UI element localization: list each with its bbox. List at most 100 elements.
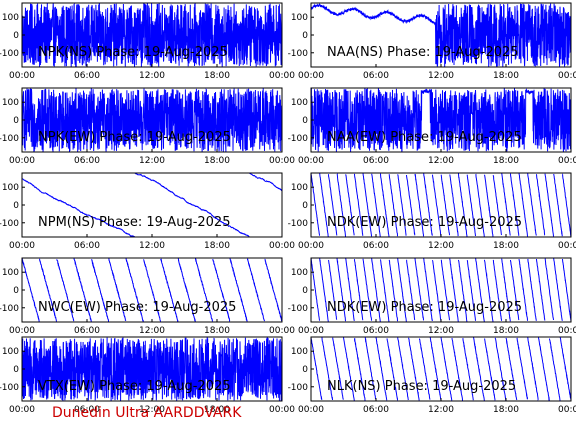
y-tick-label: -100	[288, 219, 309, 229]
chart-panel: 100 0 -100 00:00 06:00 12:00 18:00 00:00 NDK(EW)…	[288, 172, 576, 251]
panel-title: VTX(EW) Phase: 19-Aug-2025	[38, 379, 231, 394]
chart-panel: 100 0 -100 00:00 06:00 12:00 18:00 00:00 NDK(EW)…	[288, 257, 576, 336]
x-tick-label: 12:00	[139, 71, 165, 81]
x-tick-label: 00:00	[558, 156, 576, 166]
x-tick-label: 12:00	[139, 405, 165, 415]
y-tick-label: -100	[0, 49, 19, 59]
y-tick-label: 0	[302, 116, 308, 126]
x-tick-label: 00:00	[558, 71, 576, 81]
y-tick-label: 100	[2, 347, 19, 357]
series-line	[22, 88, 282, 152]
y-tick-label: -100	[288, 49, 309, 59]
x-tick-label: 00:00	[269, 326, 295, 336]
panel-title: NPM(NS) Phase: 19-Aug-2025	[38, 215, 230, 230]
x-tick-label: 06:00	[74, 71, 100, 81]
series-line	[22, 3, 282, 67]
x-tick-label: 18:00	[493, 241, 519, 251]
series-line	[311, 258, 571, 322]
x-tick-label: 06:00	[363, 156, 389, 166]
x-tick-label: 00:00	[298, 156, 324, 166]
panel-title: NPK(EW) Phase: 19-Aug-2025	[38, 130, 231, 145]
series-line	[311, 337, 571, 401]
y-tick-label: -100	[288, 304, 309, 314]
x-tick-label: 18:00	[204, 326, 230, 336]
x-tick-label: 00:00	[269, 241, 295, 251]
series-line	[311, 3, 571, 67]
y-tick-label: 100	[2, 98, 19, 108]
y-tick-label: -100	[0, 219, 19, 229]
panel-title: NPK(NS) Phase: 19-Aug-2025	[38, 45, 228, 60]
y-tick-label: -100	[288, 134, 309, 144]
y-tick-label: 100	[2, 183, 19, 193]
x-tick-label: 12:00	[139, 156, 165, 166]
x-tick-label: 00:00	[558, 241, 576, 251]
y-tick-label: 0	[13, 365, 19, 375]
y-tick-label: 0	[13, 116, 19, 126]
x-tick-label: 06:00	[74, 326, 100, 336]
series-line	[311, 173, 571, 237]
chart-panel: 100 0 -100 00:00 06:00 12:00 18:00 00:00 NPK(EW)…	[0, 87, 295, 166]
panel-title: NDK(EW) Phase: 19-Aug-2025	[327, 215, 522, 230]
x-tick-label: 06:00	[363, 405, 389, 415]
x-tick-label: 12:00	[428, 326, 454, 336]
x-tick-label: 06:00	[363, 241, 389, 251]
y-tick-label: -100	[0, 383, 19, 393]
x-tick-label: 18:00	[493, 156, 519, 166]
x-tick-label: 18:00	[204, 156, 230, 166]
panel-title: NAA(EW) Phase: 19-Aug-2025	[327, 130, 522, 145]
y-tick-label: 0	[302, 286, 308, 296]
x-tick-label: 18:00	[493, 405, 519, 415]
x-tick-label: 06:00	[74, 156, 100, 166]
chart-panel: 100 0 -100 00:00 06:00 12:00 18:00 00:00 NAA(NS)…	[288, 2, 576, 81]
x-tick-label: 00:00	[298, 241, 324, 251]
chart-panel: 100 0 -100 00:00 06:00 12:00 18:00 00:00 VTX(EW)…	[0, 336, 295, 415]
panel-title: NAA(NS) Phase: 19-Aug-2025	[327, 45, 519, 60]
x-tick-label: 18:00	[493, 326, 519, 336]
x-tick-label: 00:00	[558, 405, 576, 415]
x-tick-label: 06:00	[74, 241, 100, 251]
x-tick-label: 00:00	[298, 405, 324, 415]
panel-title: NWC(EW) Phase: 19-Aug-2025	[38, 300, 236, 315]
series-line	[22, 337, 282, 401]
y-tick-label: 100	[291, 13, 308, 23]
x-tick-label: 00:00	[298, 326, 324, 336]
y-tick-label: 0	[302, 365, 308, 375]
x-tick-label: 00:00	[269, 405, 295, 415]
x-tick-label: 00:00	[9, 156, 35, 166]
y-tick-label: 100	[2, 13, 19, 23]
y-tick-label: 100	[291, 268, 308, 278]
x-tick-label: 00:00	[9, 71, 35, 81]
x-tick-label: 00:00	[298, 71, 324, 81]
series-line	[22, 173, 282, 237]
x-tick-label: 00:00	[269, 71, 295, 81]
panel-title: NDK(EW) Phase: 19-Aug-2025	[327, 300, 522, 315]
x-tick-label: 06:00	[74, 405, 100, 415]
y-tick-label: 100	[291, 347, 308, 357]
y-tick-label: 0	[13, 286, 19, 296]
y-tick-label: 100	[291, 98, 308, 108]
x-tick-label: 18:00	[493, 71, 519, 81]
x-tick-label: 00:00	[269, 156, 295, 166]
y-tick-label: -100	[288, 383, 309, 393]
y-tick-label: -100	[0, 304, 19, 314]
y-tick-label: 0	[302, 31, 308, 41]
x-tick-label: 00:00	[9, 405, 35, 415]
x-tick-label: 18:00	[204, 405, 230, 415]
x-tick-label: 06:00	[363, 326, 389, 336]
x-tick-label: 00:00	[9, 326, 35, 336]
x-tick-label: 12:00	[139, 241, 165, 251]
x-tick-label: 12:00	[428, 71, 454, 81]
x-tick-label: 12:00	[428, 405, 454, 415]
chart-panel: 100 0 -100 00:00 06:00 12:00 18:00 00:00 NWC(EW)…	[0, 257, 295, 336]
x-tick-label: 12:00	[139, 326, 165, 336]
y-tick-label: -100	[0, 134, 19, 144]
chart-panel: 100 0 -100 00:00 06:00 12:00 18:00 00:00 NPK(NS)…	[0, 2, 295, 81]
series-line	[311, 88, 571, 152]
panel-title: NLK(NS) Phase: 19-Aug-2025	[327, 379, 516, 394]
x-tick-label: 00:00	[9, 241, 35, 251]
chart-panel: 100 0 -100 00:00 06:00 12:00 18:00 00:00 NPM(NS)…	[0, 172, 295, 251]
chart-panel: 100 0 -100 00:00 06:00 12:00 18:00 00:00 NLK(NS)…	[288, 336, 576, 415]
x-tick-label: 00:00	[558, 326, 576, 336]
series-line	[22, 258, 282, 322]
